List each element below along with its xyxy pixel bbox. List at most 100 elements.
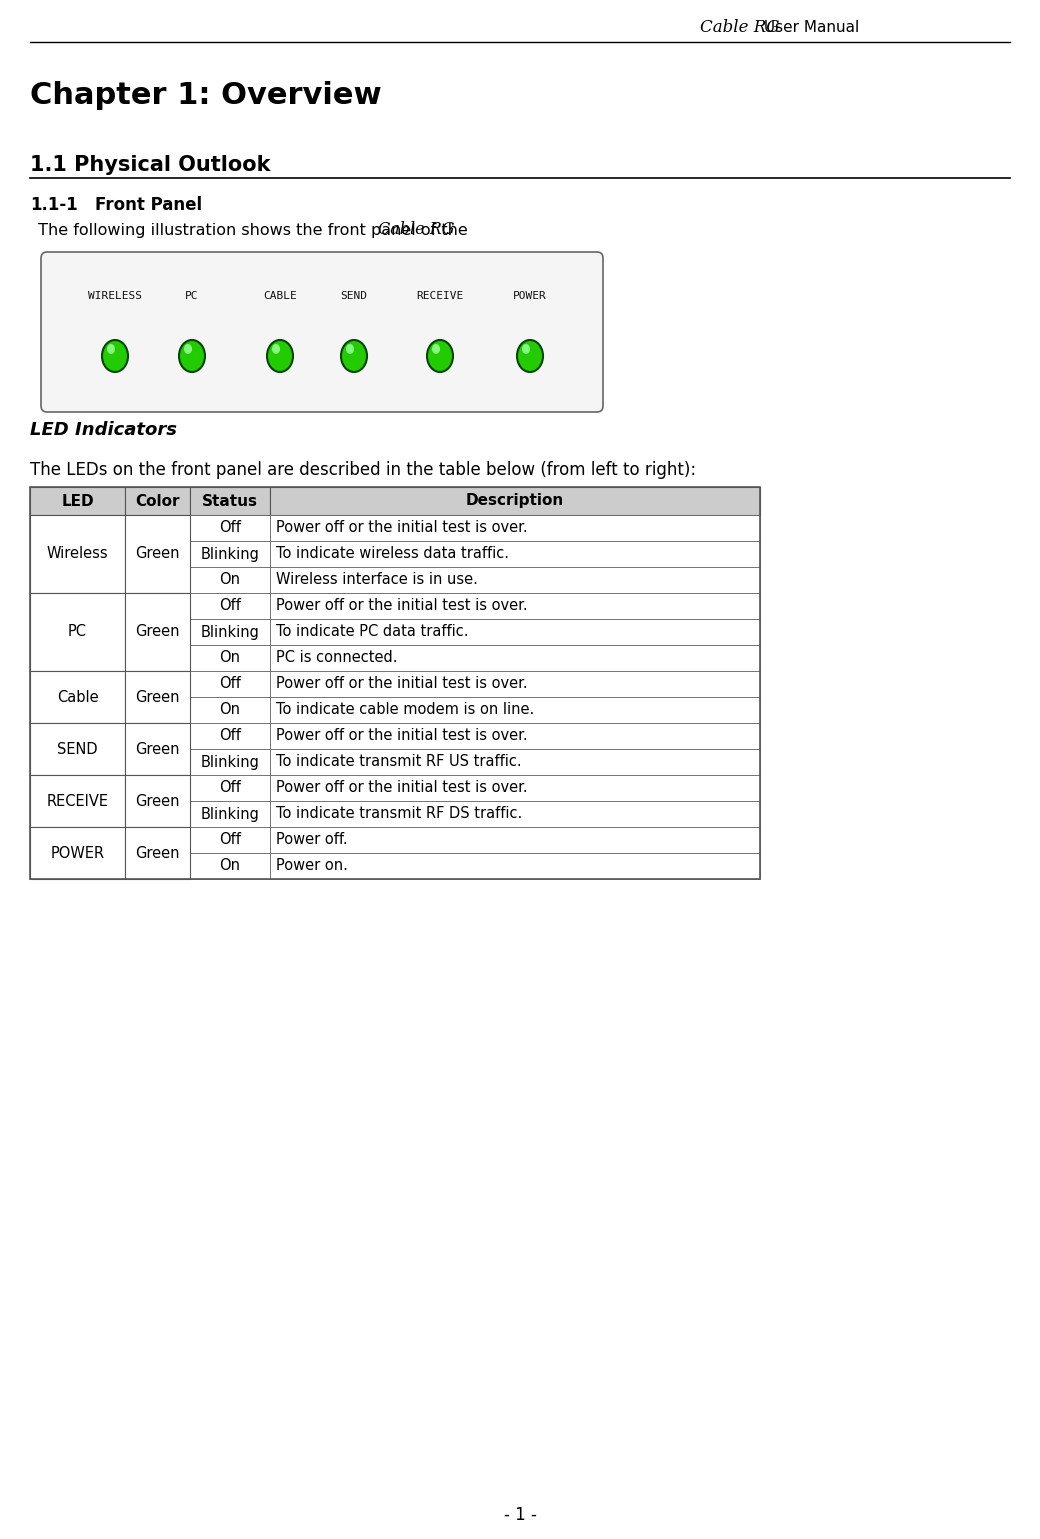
Bar <box>125 671 190 697</box>
Bar <box>270 723 760 749</box>
Bar <box>270 566 760 593</box>
Text: LED Indicators: LED Indicators <box>30 422 177 439</box>
Bar <box>125 645 190 671</box>
Bar <box>125 800 190 826</box>
Bar <box>30 723 125 776</box>
Text: To indicate PC data traffic.: To indicate PC data traffic. <box>276 625 468 640</box>
Bar <box>30 776 125 826</box>
Text: On: On <box>219 702 240 717</box>
Bar <box>30 516 125 593</box>
Ellipse shape <box>427 340 453 372</box>
Ellipse shape <box>346 345 354 354</box>
Ellipse shape <box>522 345 530 354</box>
Bar <box>270 645 760 671</box>
Bar <box>270 800 760 826</box>
Ellipse shape <box>432 345 440 354</box>
Bar <box>30 826 125 879</box>
Bar <box>270 671 760 697</box>
Bar <box>270 542 760 566</box>
Bar <box>125 776 190 800</box>
Text: Green: Green <box>135 742 180 757</box>
Text: Green: Green <box>135 845 180 860</box>
Bar <box>270 826 760 853</box>
Text: Front Panel: Front Panel <box>72 195 202 214</box>
Text: SEND: SEND <box>340 291 367 302</box>
Text: Off: Off <box>219 520 241 536</box>
Text: Off: Off <box>219 728 241 743</box>
Text: Description: Description <box>466 494 564 508</box>
Text: Blinking: Blinking <box>201 625 259 640</box>
Text: - 1 -: - 1 - <box>503 1507 537 1524</box>
Bar <box>270 619 760 645</box>
Text: To indicate wireless data traffic.: To indicate wireless data traffic. <box>276 546 509 562</box>
Text: LED: LED <box>61 494 94 508</box>
Text: Power off or the initial test is over.: Power off or the initial test is over. <box>276 677 527 691</box>
Bar <box>125 853 190 879</box>
Bar <box>125 723 190 776</box>
Bar <box>125 749 190 776</box>
Text: Green: Green <box>135 794 180 808</box>
Ellipse shape <box>267 340 293 372</box>
Text: On: On <box>219 573 240 588</box>
Text: Status: Status <box>202 494 258 508</box>
Text: User Manual: User Manual <box>759 20 859 35</box>
Text: Cable RG: Cable RG <box>378 222 454 239</box>
Bar <box>30 486 760 879</box>
Bar <box>125 486 190 516</box>
Bar <box>270 516 760 542</box>
Bar <box>125 776 190 826</box>
Bar <box>30 671 125 723</box>
Bar <box>190 697 270 723</box>
Bar <box>270 593 760 619</box>
Text: The following illustration shows the front panel of the: The following illustration shows the fro… <box>33 223 473 237</box>
FancyBboxPatch shape <box>41 252 603 412</box>
Bar <box>190 486 270 516</box>
Bar <box>125 671 190 723</box>
Bar <box>190 853 270 879</box>
Bar <box>270 776 760 800</box>
Text: To indicate transmit RF US traffic.: To indicate transmit RF US traffic. <box>276 754 522 770</box>
Bar <box>125 542 190 566</box>
Bar <box>30 723 125 749</box>
Ellipse shape <box>517 340 543 372</box>
Bar <box>30 800 125 826</box>
Bar <box>125 826 190 879</box>
Text: POWER: POWER <box>50 845 105 860</box>
Text: Power on.: Power on. <box>276 859 347 874</box>
Text: Off: Off <box>219 677 241 691</box>
Text: Cable RG: Cable RG <box>700 20 780 37</box>
Bar <box>30 749 125 776</box>
Text: PC: PC <box>185 291 199 302</box>
Bar <box>190 516 270 542</box>
Bar <box>125 566 190 593</box>
Bar <box>190 566 270 593</box>
Bar <box>125 826 190 853</box>
Bar <box>270 749 760 776</box>
Text: PC: PC <box>68 625 87 640</box>
Bar <box>125 619 190 645</box>
Text: RECEIVE: RECEIVE <box>47 794 108 808</box>
Bar <box>190 671 270 697</box>
Text: Green: Green <box>135 689 180 705</box>
Text: Power off or the initial test is over.: Power off or the initial test is over. <box>276 520 527 536</box>
Text: On: On <box>219 859 240 874</box>
Bar <box>190 723 270 749</box>
Bar <box>30 516 125 542</box>
Bar <box>190 776 270 800</box>
Bar <box>30 619 125 645</box>
Bar <box>30 826 125 853</box>
Bar <box>125 516 190 593</box>
Text: Power off.: Power off. <box>276 833 347 848</box>
Text: Off: Off <box>219 780 241 796</box>
Text: Power off or the initial test is over.: Power off or the initial test is over. <box>276 780 527 796</box>
Bar <box>30 697 125 723</box>
Text: Wireless: Wireless <box>47 546 108 562</box>
Ellipse shape <box>272 345 280 354</box>
Bar <box>30 645 125 671</box>
Bar <box>270 486 760 516</box>
Text: Color: Color <box>135 494 180 508</box>
Ellipse shape <box>341 340 367 372</box>
Text: Blinking: Blinking <box>201 754 259 770</box>
Text: Green: Green <box>135 546 180 562</box>
Text: POWER: POWER <box>513 291 547 302</box>
